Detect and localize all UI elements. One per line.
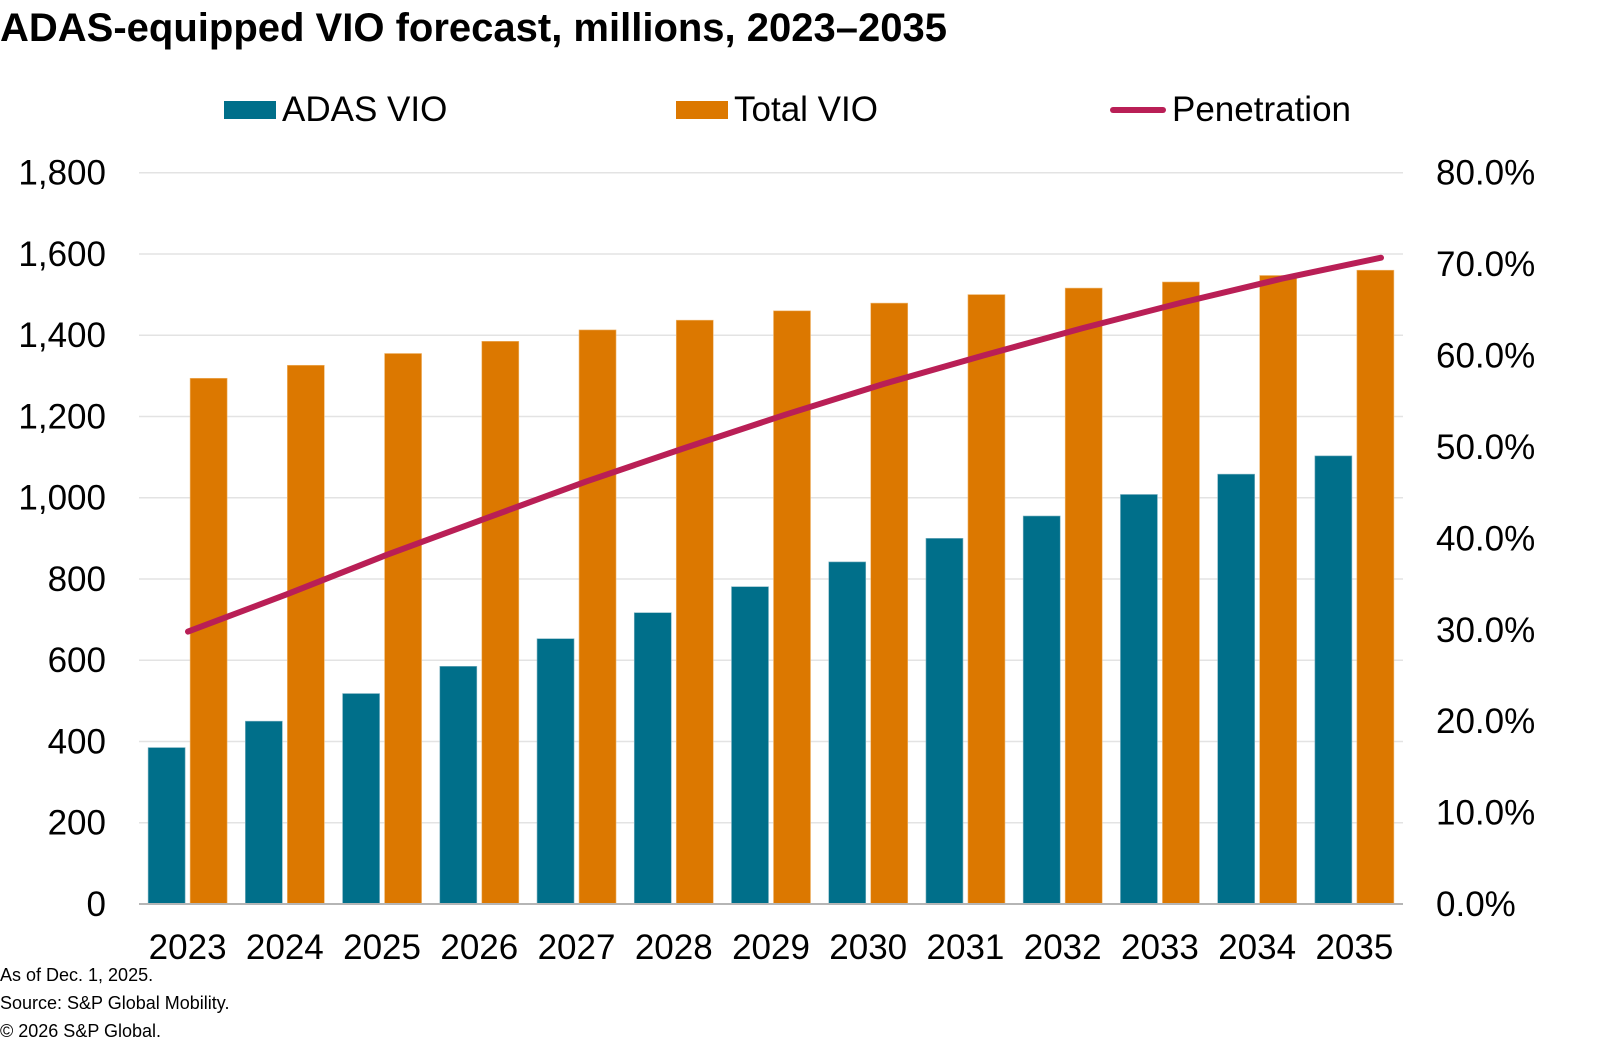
bar-total-vio-2024	[287, 364, 325, 905]
bar-adas-vio-2034	[1217, 473, 1255, 905]
x-axis-tick-label: 2033	[1121, 928, 1199, 967]
bar-adas-vio-2033	[1120, 494, 1158, 905]
bar-adas-vio-2027	[536, 638, 575, 905]
legend-item-total-vio: Total VIO	[676, 88, 878, 132]
legend-line-penetration	[1110, 107, 1166, 113]
y2-axis-tick-label: 30.0%	[1436, 611, 1535, 650]
x-axis-tick-label: 2029	[732, 928, 810, 967]
x-axis-tick-label: 2030	[829, 928, 907, 967]
bar-total-vio-2028	[675, 319, 714, 905]
x-axis-tick-label: 2035	[1315, 928, 1393, 967]
bar-total-vio-2030	[870, 302, 909, 905]
bar-total-vio-2029	[773, 310, 811, 905]
y-axis-tick-label: 200	[48, 804, 106, 843]
x-axis-tick-label: 2025	[343, 928, 421, 967]
bar-total-vio-2031	[967, 294, 1006, 905]
chart-title: ADAS-equipped VIO forecast, millions, 20…	[0, 6, 947, 50]
bar-adas-vio-2026	[439, 666, 478, 905]
bar-adas-vio-2031	[925, 538, 964, 905]
y2-axis-tick-label: 0.0%	[1436, 885, 1516, 924]
bar-adas-vio-2032	[1022, 515, 1061, 905]
bar-adas-vio-2023	[147, 747, 186, 905]
bar-total-vio-2026	[481, 341, 520, 905]
footer-as-of: As of Dec. 1, 2025.	[0, 965, 154, 985]
legend-swatch-adas-vio	[224, 101, 276, 119]
bar-total-vio-2032	[1064, 287, 1103, 905]
y2-axis-tick-label: 10.0%	[1436, 794, 1535, 833]
x-axis-tick-label: 2031	[927, 928, 1005, 967]
y-axis-tick-label: 1,400	[18, 316, 106, 355]
x-axis-tick-label: 2034	[1218, 928, 1296, 967]
bar-total-vio-2035	[1356, 269, 1395, 905]
bar-total-vio-2025	[384, 353, 422, 905]
x-axis-tick-label: 2024	[246, 928, 324, 967]
x-axis-tick-label: 2026	[440, 928, 518, 967]
gridlines	[139, 171, 1403, 824]
bar-total-vio-2033	[1162, 281, 1200, 905]
x-axis-tick-label: 2032	[1024, 928, 1102, 967]
y2-axis-tick-label: 20.0%	[1436, 702, 1535, 741]
y-axis-tick-label: 0	[87, 885, 106, 924]
y-axis-tick-label: 600	[48, 641, 106, 680]
legend-item-adas-vio: ADAS VIO	[224, 88, 447, 132]
bars	[147, 269, 1395, 905]
y-axis-tick-label: 800	[48, 560, 106, 599]
y2-axis-tick-label: 40.0%	[1436, 519, 1535, 558]
y-axis-tick-label: 400	[48, 722, 106, 761]
bar-adas-vio-2028	[633, 612, 672, 905]
tick-labels: 0 200 400 600 800 1,000 1,200 1,400 1,600 1,800 0.…	[18, 154, 1535, 967]
y-axis-tick-label: 1,000	[18, 479, 106, 518]
bar-total-vio-2023	[189, 377, 228, 905]
x-axis-tick-label: 2023	[149, 928, 227, 967]
y-axis-tick-label: 1,800	[18, 154, 106, 193]
bar-total-vio-2027	[578, 329, 617, 905]
x-axis-tick-label: 2027	[538, 928, 616, 967]
bar-adas-vio-2024	[245, 720, 283, 905]
legend-item-penetration: Penetration	[1110, 88, 1351, 132]
y2-axis-tick-label: 70.0%	[1436, 245, 1535, 284]
y-axis-tick-label: 1,200	[18, 397, 106, 436]
bar-adas-vio-2035	[1314, 455, 1353, 905]
bar-adas-vio-2025	[342, 693, 380, 905]
bar-adas-vio-2030	[828, 561, 867, 905]
legend-label-penetration: Penetration	[1172, 90, 1352, 129]
bar-adas-vio-2029	[731, 586, 769, 905]
x-axis-tick-label: 2028	[635, 928, 713, 967]
legend-label-adas-vio: ADAS VIO	[282, 90, 448, 129]
y-axis-tick-label: 1,600	[18, 235, 106, 274]
bar-total-vio-2034	[1259, 275, 1297, 905]
legend-label-total-vio: Total VIO	[734, 90, 878, 129]
y2-axis-tick-label: 50.0%	[1436, 428, 1535, 467]
y2-axis-tick-label: 80.0%	[1436, 154, 1535, 193]
y2-axis-tick-label: 60.0%	[1436, 337, 1535, 376]
footer-copyright: © 2026 S&P Global.	[0, 1021, 162, 1041]
footer-source: Source: S&P Global Mobility.	[0, 993, 230, 1013]
legend-swatch-total-vio	[676, 101, 728, 119]
penetration-line-layer	[185, 254, 1384, 635]
